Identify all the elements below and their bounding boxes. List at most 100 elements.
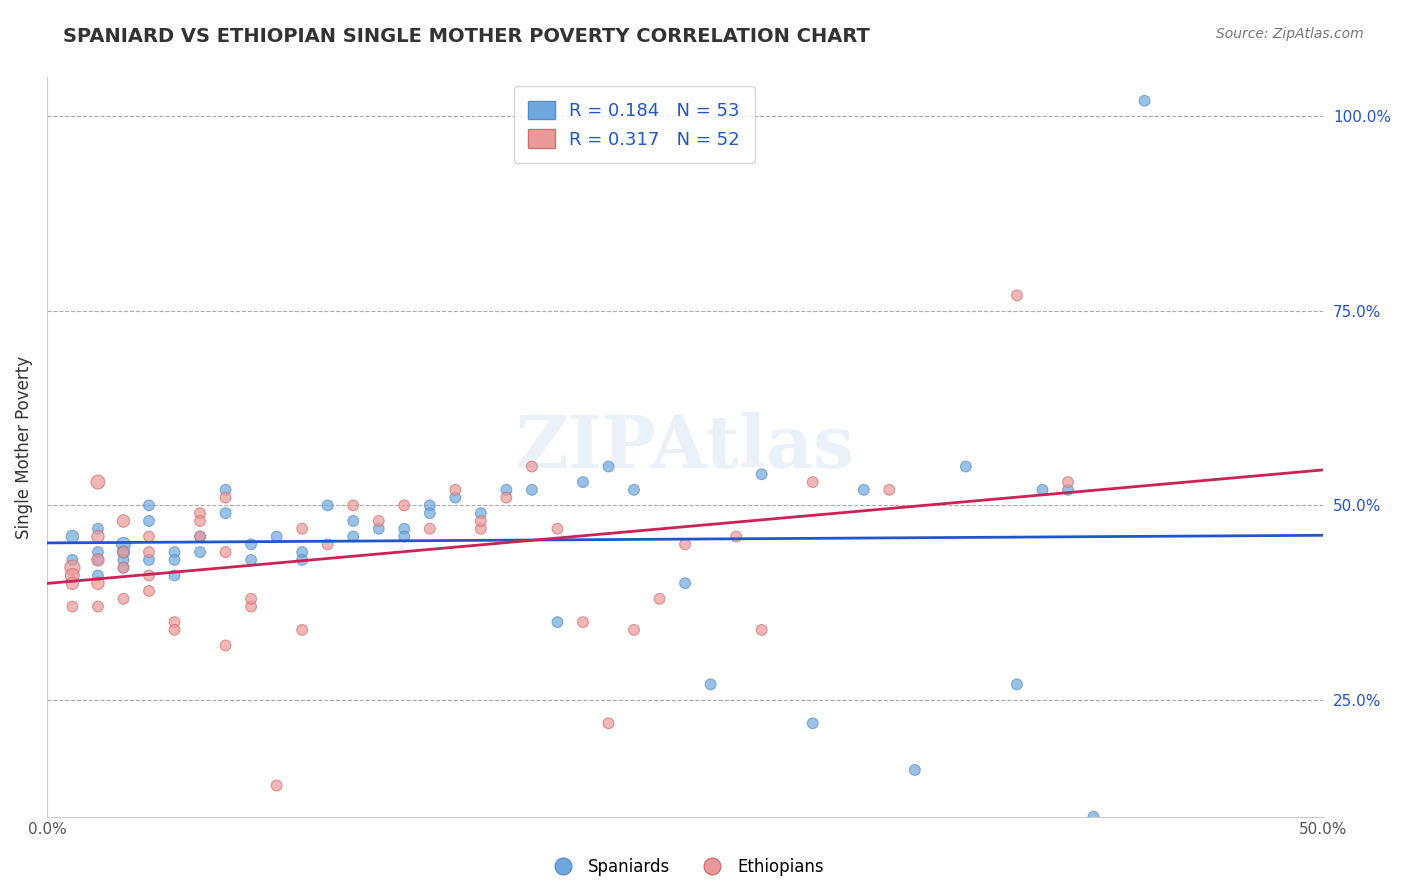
Point: [394, 522, 416, 536]
Point: [546, 615, 568, 629]
Point: [1083, 810, 1105, 824]
Point: [801, 716, 824, 731]
Point: [852, 483, 875, 497]
Point: [598, 459, 620, 474]
Point: [572, 475, 595, 489]
Text: Source: ZipAtlas.com: Source: ZipAtlas.com: [1216, 27, 1364, 41]
Point: [62, 599, 84, 614]
Point: [291, 553, 314, 567]
Point: [1031, 483, 1053, 497]
Point: [87, 553, 110, 567]
Point: [87, 553, 110, 567]
Point: [62, 576, 84, 591]
Point: [801, 475, 824, 489]
Point: [598, 716, 620, 731]
Point: [87, 529, 110, 543]
Legend: Spaniards, Ethiopians: Spaniards, Ethiopians: [540, 851, 831, 882]
Point: [138, 514, 160, 528]
Point: [1057, 483, 1080, 497]
Point: [240, 537, 263, 551]
Point: [342, 529, 364, 543]
Point: [214, 506, 236, 520]
Point: [623, 623, 645, 637]
Point: [291, 545, 314, 559]
Point: [240, 599, 263, 614]
Point: [673, 576, 696, 591]
Point: [112, 560, 135, 574]
Text: ZIPAtlas: ZIPAtlas: [516, 411, 855, 483]
Point: [291, 623, 314, 637]
Point: [214, 491, 236, 505]
Point: [444, 483, 467, 497]
Point: [62, 568, 84, 582]
Point: [394, 499, 416, 513]
Point: [1057, 475, 1080, 489]
Point: [163, 545, 186, 559]
Point: [266, 529, 288, 543]
Point: [112, 537, 135, 551]
Point: [673, 537, 696, 551]
Point: [367, 522, 389, 536]
Point: [904, 763, 927, 777]
Point: [342, 499, 364, 513]
Point: [470, 522, 492, 536]
Point: [112, 545, 135, 559]
Point: [751, 623, 773, 637]
Point: [1133, 94, 1156, 108]
Point: [138, 545, 160, 559]
Point: [138, 584, 160, 599]
Point: [163, 553, 186, 567]
Point: [214, 483, 236, 497]
Point: [112, 514, 135, 528]
Point: [163, 615, 186, 629]
Point: [419, 499, 441, 513]
Point: [112, 545, 135, 559]
Point: [291, 522, 314, 536]
Point: [163, 568, 186, 582]
Point: [87, 568, 110, 582]
Point: [87, 576, 110, 591]
Point: [495, 491, 517, 505]
Point: [367, 514, 389, 528]
Y-axis label: Single Mother Poverty: Single Mother Poverty: [15, 356, 32, 539]
Point: [879, 483, 901, 497]
Point: [470, 506, 492, 520]
Point: [240, 591, 263, 606]
Point: [87, 599, 110, 614]
Point: [188, 529, 211, 543]
Point: [112, 553, 135, 567]
Point: [1005, 677, 1028, 691]
Point: [62, 553, 84, 567]
Point: [138, 499, 160, 513]
Point: [725, 529, 748, 543]
Point: [214, 545, 236, 559]
Point: [87, 522, 110, 536]
Point: [316, 537, 339, 551]
Point: [138, 529, 160, 543]
Point: [112, 591, 135, 606]
Point: [188, 545, 211, 559]
Point: [520, 483, 543, 497]
Point: [648, 591, 671, 606]
Point: [188, 529, 211, 543]
Point: [163, 623, 186, 637]
Point: [520, 459, 543, 474]
Point: [316, 499, 339, 513]
Point: [444, 491, 467, 505]
Point: [138, 553, 160, 567]
Point: [495, 483, 517, 497]
Point: [214, 639, 236, 653]
Point: [138, 568, 160, 582]
Point: [751, 467, 773, 482]
Point: [112, 560, 135, 574]
Point: [955, 459, 977, 474]
Point: [87, 475, 110, 489]
Point: [470, 514, 492, 528]
Point: [87, 545, 110, 559]
Text: SPANIARD VS ETHIOPIAN SINGLE MOTHER POVERTY CORRELATION CHART: SPANIARD VS ETHIOPIAN SINGLE MOTHER POVE…: [63, 27, 870, 45]
Point: [240, 553, 263, 567]
Point: [419, 522, 441, 536]
Point: [266, 779, 288, 793]
Point: [572, 615, 595, 629]
Point: [188, 514, 211, 528]
